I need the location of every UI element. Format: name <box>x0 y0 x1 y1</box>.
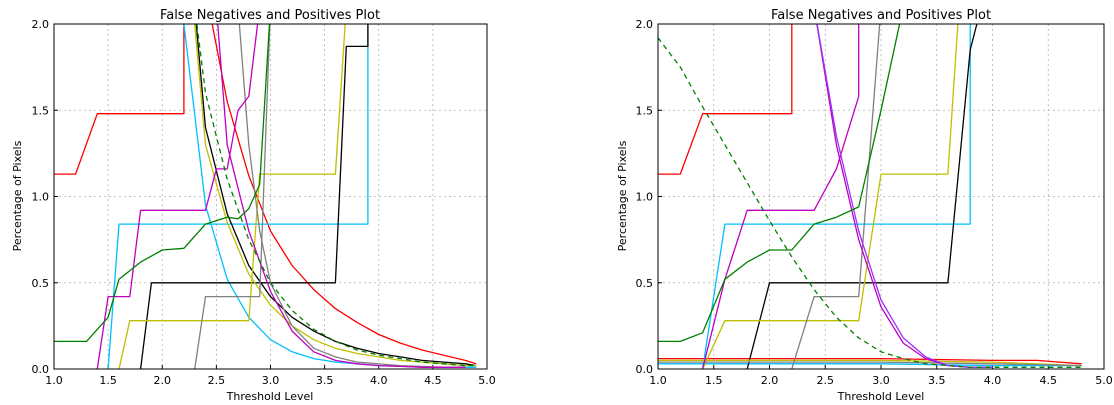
right-series-line-8 <box>791 24 881 369</box>
left-x-tick-label: 1.0 <box>45 374 63 387</box>
left-x-axis-label: Threshold Level <box>226 390 314 403</box>
right-series-line-10 <box>701 24 860 369</box>
left-y-tick-label: 0.0 <box>32 363 50 376</box>
right-series-line-13 <box>658 24 901 343</box>
right-x-tick-label: 4.0 <box>984 374 1002 387</box>
left-series-line-5 <box>195 24 477 367</box>
right-series-line-4 <box>658 363 1082 367</box>
right-x-tick-label: 2.0 <box>761 374 779 387</box>
left-series-line-13 <box>196 24 477 367</box>
left-y-tick-label: 2.0 <box>32 18 50 31</box>
left-series-line-12 <box>54 24 271 343</box>
left-y-axis-label: Percentage of Pixels <box>11 140 24 251</box>
left-series-line-7 <box>194 24 477 367</box>
left-series-group <box>54 24 477 369</box>
right-y-tick-label: 0.0 <box>636 363 654 376</box>
left-series-line-3 <box>183 24 477 368</box>
left-series-line-10 <box>96 24 259 369</box>
right-series-line-7 <box>658 359 1082 367</box>
left-plot-frame <box>53 23 488 370</box>
right-series-line-3 <box>701 24 971 369</box>
right-x-tick-label: 1.5 <box>705 374 723 387</box>
right-x-axis-label: Threshold Level <box>837 390 925 403</box>
left-series-line-4 <box>139 24 369 369</box>
left-y-tick-label: 1.0 <box>32 191 50 204</box>
right-x-tick-label: 5.0 <box>1095 374 1113 387</box>
left-panel: False Negatives and Positives Plot Thres… <box>11 8 496 403</box>
right-y-tick-label: 0.5 <box>636 277 654 290</box>
right-series-line-9 <box>658 361 1082 367</box>
left-x-tick-label: 3.0 <box>262 374 280 387</box>
right-y-tick-label: 1.0 <box>636 191 654 204</box>
left-y-tick-label: 0.5 <box>32 277 50 290</box>
left-chart-title: False Negatives and Positives Plot <box>160 8 380 23</box>
right-panel: False Negatives and Positives Plot Thres… <box>616 8 1113 403</box>
left-x-tick-label: 3.5 <box>316 374 334 387</box>
right-plot-frame <box>657 23 1105 370</box>
right-x-tick-label: 3.0 <box>872 374 890 387</box>
right-series-group <box>658 24 1082 369</box>
left-x-tick-label: 2.0 <box>154 374 172 387</box>
right-grid <box>658 24 1104 369</box>
left-x-tick-label: 2.5 <box>208 374 226 387</box>
left-x-tick-label: 4.5 <box>424 374 442 387</box>
right-y-tick-label: 2.0 <box>636 18 654 31</box>
right-y-tick-label: 1.5 <box>636 104 654 117</box>
right-series-line-1 <box>658 24 793 175</box>
left-series-line-1 <box>54 24 477 365</box>
left-series-line-6 <box>118 24 346 369</box>
right-y-axis-label: Percentage of Pixels <box>616 140 629 251</box>
left-series-line-9 <box>238 24 466 368</box>
left-series-line-11 <box>217 24 466 368</box>
right-chart-title: False Negatives and Positives Plot <box>771 8 991 23</box>
left-grid <box>54 24 487 369</box>
left-x-tick-label: 5.0 <box>478 374 496 387</box>
right-series-line-2 <box>658 357 1082 365</box>
right-x-tick-label: 4.5 <box>1040 374 1058 387</box>
right-series-line-6 <box>702 24 959 369</box>
right-series-line-12 <box>816 24 993 368</box>
right-x-tick-label: 2.5 <box>817 374 835 387</box>
left-x-tick-label: 4.0 <box>370 374 388 387</box>
left-x-tick-label: 1.5 <box>99 374 117 387</box>
left-y-tick-label: 1.5 <box>32 104 50 117</box>
right-x-tick-label: 1.0 <box>649 374 667 387</box>
right-series-line-14 <box>658 37 1082 368</box>
left-series-line-8 <box>194 24 271 369</box>
right-series-line-11 <box>816 24 993 368</box>
right-x-tick-label: 3.5 <box>928 374 946 387</box>
right-series-line-5 <box>746 24 978 369</box>
